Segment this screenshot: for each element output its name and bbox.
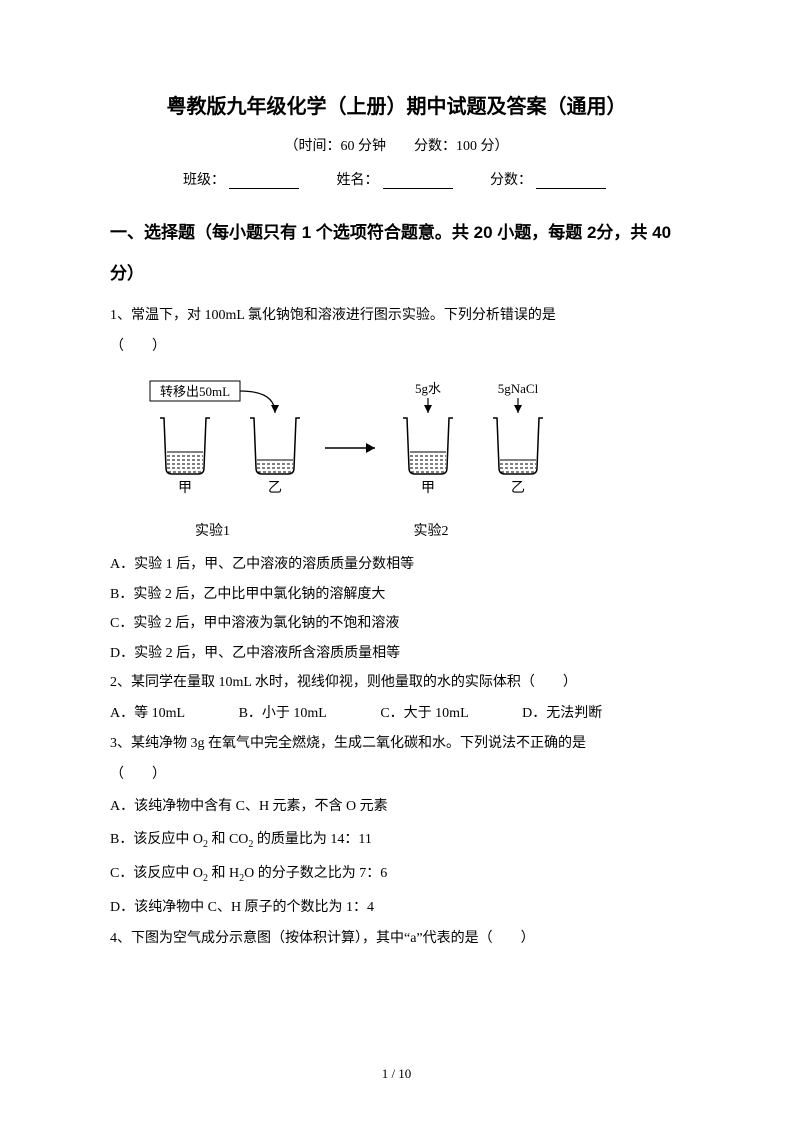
q1-stem: 1、常温下，对 100mL 氯化钠饱和溶液进行图示实验。下列分析错误的是 — [110, 301, 683, 330]
q1-paren: （ ） — [110, 332, 683, 361]
q2-options: A．等 10mL B．小于 10mL C．大于 10mL D．无法判断 — [110, 699, 683, 728]
svg-text:转移出50mL: 转移出50mL — [160, 384, 230, 399]
q2-optD: D．无法判断 — [522, 699, 602, 728]
subtitle: （时间：60 分钟 分数：100 分） — [110, 135, 683, 155]
score-blank[interactable] — [536, 175, 606, 189]
section-heading: 一、选择题（每小题只有 1 个选项符合题意。共 20 小题，每题 2分，共 40… — [110, 213, 683, 295]
info-row: 班级： 姓名： 分数： — [110, 169, 683, 189]
name-blank[interactable] — [383, 175, 453, 189]
class-blank[interactable] — [229, 175, 299, 189]
q2-stem: 2、某同学在量取 10mL 水时，视线仰视，则他量取的水的实际体积（ ） — [110, 668, 683, 697]
score-label: 分数： — [490, 173, 532, 188]
svg-text:5gNaCl: 5gNaCl — [498, 381, 539, 396]
class-label: 班级： — [183, 173, 225, 188]
svg-text:乙: 乙 — [511, 480, 525, 496]
experiment-diagram: 转移出50mL 甲 乙 5g水 — [110, 373, 590, 518]
q2-optB: B．小于 10mL — [239, 699, 327, 728]
name-label: 姓名： — [337, 173, 379, 188]
q3-optB: B．该反应中 O2 和 CO2 的质量比为 14：11 — [110, 823, 683, 857]
q3-stem: 3、某纯净物 3g 在氧气中完全燃烧，生成二氧化碳和水。下列说法不正确的是 — [110, 729, 683, 758]
q1-optC: C．实验 2 后，甲中溶液为氯化钠的不饱和溶液 — [110, 609, 683, 638]
q4-stem: 4、下图为空气成分示意图（按体积计算），其中“a”代表的是（ ） — [110, 924, 683, 953]
q3-paren: （ ） — [110, 760, 683, 789]
svg-text:甲: 甲 — [421, 481, 435, 496]
exp1-label: 实验1 — [195, 518, 230, 546]
svg-text:乙: 乙 — [268, 480, 282, 496]
q1-optB: B．实验 2 后，乙中比甲中氯化钠的溶解度大 — [110, 580, 683, 609]
q3-optC: C．该反应中 O2 和 H2O 的分子数之比为 7：6 — [110, 857, 683, 891]
q3-optA: A．该纯净物中含有 C、H 元素，不含 O 元素 — [110, 790, 683, 824]
svg-text:甲: 甲 — [178, 481, 192, 496]
q2-optC: C．大于 10mL — [380, 699, 468, 728]
svg-text:5g水: 5g水 — [415, 381, 441, 396]
exp2-label: 实验2 — [414, 518, 449, 546]
page-title: 粤教版九年级化学（上册）期中试题及答案（通用） — [110, 90, 683, 119]
page-footer: 1 / 10 — [0, 1066, 793, 1082]
q3-optD: D．该纯净物中 C、H 原子的个数比为 1：4 — [110, 891, 683, 925]
q1-optA: A．实验 1 后，甲、乙中溶液的溶质质量分数相等 — [110, 550, 683, 579]
q2-optA: A．等 10mL — [110, 699, 185, 728]
q1-diagram: 转移出50mL 甲 乙 5g水 — [110, 373, 683, 546]
q1-optD: D．实验 2 后，甲、乙中溶液所含溶质质量相等 — [110, 639, 683, 668]
